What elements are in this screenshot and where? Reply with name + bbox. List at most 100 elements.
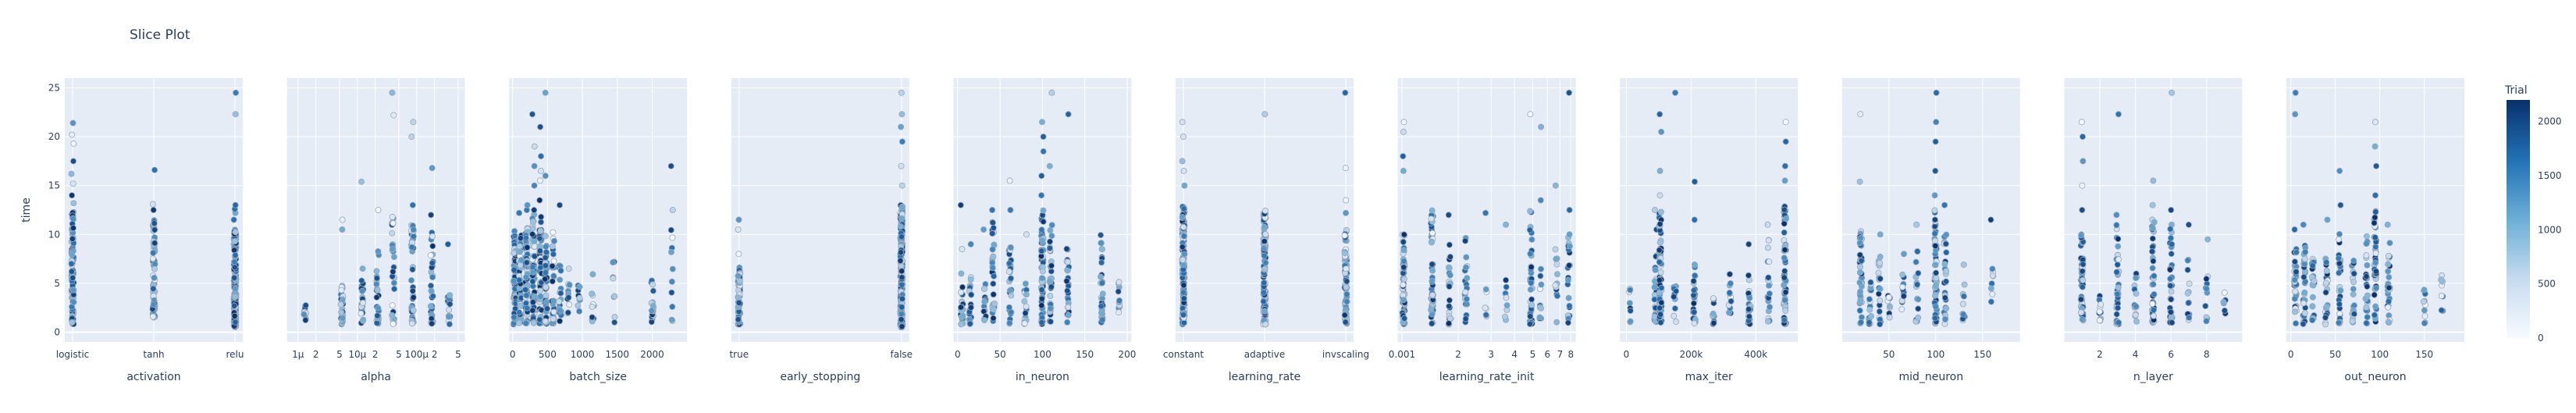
scatter-point — [2169, 319, 2176, 326]
scatter-point — [2371, 291, 2378, 298]
scatter-point — [69, 251, 76, 258]
scatter-point — [1528, 279, 1535, 287]
scatter-point — [538, 213, 545, 220]
scatter-point — [1046, 278, 1053, 285]
scatter-point — [898, 111, 906, 118]
scatter-point — [1065, 312, 1072, 319]
scatter-point — [1038, 192, 1045, 199]
scatter-point — [1503, 294, 1510, 301]
scatter-point — [589, 303, 596, 310]
scatter-point — [2350, 286, 2357, 293]
scatter-point — [529, 264, 536, 271]
scatter-point — [1626, 300, 1633, 307]
scatter-point — [1039, 268, 1046, 275]
x-axis-label: max_iter — [1685, 371, 1733, 383]
scatter-point — [1959, 301, 1966, 308]
scatter-point — [2301, 261, 2308, 268]
scatter-point — [447, 292, 454, 299]
scatter-point — [1899, 283, 1906, 290]
scatter-point — [2337, 201, 2344, 208]
scatter-point — [1115, 288, 1122, 295]
scatter-point — [2385, 268, 2392, 275]
scatter-point — [1856, 269, 1863, 276]
scatter-point — [2293, 269, 2300, 276]
scatter-point — [557, 267, 564, 274]
scatter-point — [150, 249, 157, 256]
scatter-point — [542, 255, 549, 262]
scatter-point — [1931, 192, 1938, 199]
scatter-point — [359, 299, 366, 306]
scatter-point — [1006, 319, 1013, 326]
scatter-point — [1915, 269, 1922, 276]
x-tick-label: 200 — [1119, 349, 1137, 360]
scatter-point — [410, 226, 417, 233]
scatter-point — [69, 319, 76, 326]
scatter-point — [358, 178, 365, 185]
scatter-point — [374, 312, 381, 319]
scatter-point — [1040, 134, 1047, 141]
scatter-point — [667, 162, 674, 169]
scatter-point — [1652, 266, 1659, 273]
x-tick-label: 5 — [336, 349, 343, 360]
scatter-point — [2079, 134, 2086, 141]
scatter-point — [958, 270, 965, 277]
scatter-point — [150, 206, 157, 213]
scatter-point — [1260, 298, 1267, 305]
scatter-point — [530, 319, 537, 326]
scatter-point — [428, 282, 435, 289]
scatter-point — [390, 112, 397, 119]
scatter-point — [1726, 271, 1733, 278]
scatter-point — [2185, 299, 2192, 306]
scatter-point — [1464, 275, 1471, 282]
scatter-point — [1933, 119, 1940, 126]
scatter-point — [543, 269, 550, 276]
scatter-point — [1343, 209, 1350, 216]
panel-max-iter: 0 200k 400k max_iter — [1620, 78, 1799, 383]
scatter-point — [1567, 243, 1574, 250]
scatter-point — [1656, 220, 1663, 227]
scatter-point — [967, 240, 974, 247]
x-axis-label: mid_neuron — [1898, 371, 1963, 383]
scatter-point — [2113, 212, 2120, 219]
scatter-point — [511, 314, 518, 321]
scatter-point — [301, 311, 308, 318]
scatter-point — [2077, 296, 2084, 303]
scatter-point — [1933, 89, 1940, 96]
scatter-point — [1941, 261, 1948, 268]
x-axis-label: in_neuron — [1016, 371, 1069, 383]
scatter-point — [1691, 178, 1698, 185]
scatter-point — [1781, 177, 1788, 184]
x-tick-label: 100 — [1034, 349, 1051, 360]
scatter-point — [2302, 248, 2309, 255]
scatter-point — [1261, 308, 1268, 315]
scatter-point — [1446, 297, 1453, 304]
scatter-point — [524, 244, 531, 251]
scatter-point — [549, 278, 556, 285]
scatter-point — [1943, 231, 1950, 238]
scatter-point — [1856, 307, 1863, 314]
scatter-point — [2150, 177, 2157, 184]
panel-background — [731, 78, 909, 342]
x-axis-label: early_stopping — [780, 371, 860, 383]
scatter-point — [1180, 223, 1187, 230]
x-tick-label: 200k — [1679, 349, 1703, 360]
scatter-point — [1941, 294, 1948, 301]
scatter-point — [1180, 282, 1187, 289]
x-tick-label: 50 — [994, 349, 1005, 360]
scatter-point — [669, 234, 676, 241]
scatter-point — [446, 306, 453, 313]
x-tick-label: 50 — [1883, 349, 1895, 360]
scatter-point — [1463, 254, 1470, 261]
scatter-point — [1005, 268, 1012, 275]
scatter-point — [1691, 216, 1698, 223]
scatter-point — [668, 248, 675, 255]
scatter-point — [1673, 319, 1680, 326]
scatter-point — [1261, 252, 1268, 259]
scatter-point — [1039, 237, 1046, 244]
scatter-point — [543, 243, 550, 250]
scatter-point — [2149, 225, 2156, 232]
scatter-point — [2438, 276, 2445, 283]
scatter-point — [967, 304, 974, 311]
scatter-point — [1943, 268, 1950, 275]
scatter-point — [2203, 276, 2210, 283]
